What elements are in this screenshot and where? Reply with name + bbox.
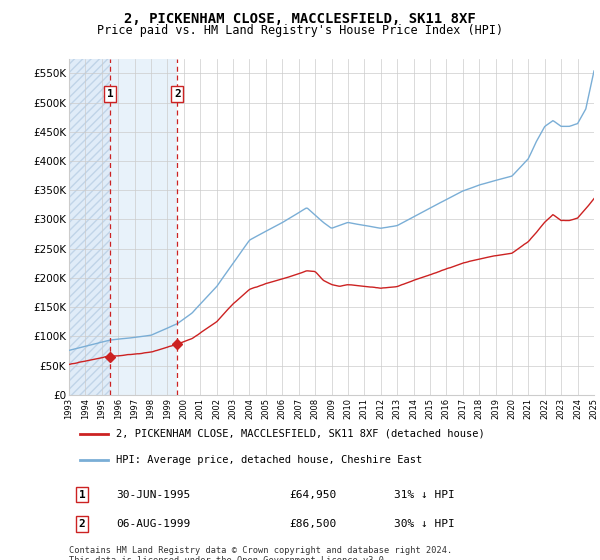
Text: 30-JUN-1995: 30-JUN-1995 xyxy=(116,489,191,500)
Text: Price paid vs. HM Land Registry's House Price Index (HPI): Price paid vs. HM Land Registry's House … xyxy=(97,24,503,36)
Text: 06-AUG-1999: 06-AUG-1999 xyxy=(116,519,191,529)
Text: £64,950: £64,950 xyxy=(290,489,337,500)
Text: 2, PICKENHAM CLOSE, MACCLESFIELD, SK11 8XF (detached house): 2, PICKENHAM CLOSE, MACCLESFIELD, SK11 8… xyxy=(116,428,485,438)
Text: £86,500: £86,500 xyxy=(290,519,337,529)
Text: HPI: Average price, detached house, Cheshire East: HPI: Average price, detached house, Ches… xyxy=(116,455,422,465)
Text: 1: 1 xyxy=(107,89,113,99)
Text: 2: 2 xyxy=(174,89,181,99)
Text: 30% ↓ HPI: 30% ↓ HPI xyxy=(395,519,455,529)
Bar xyxy=(110,59,177,395)
Text: 1: 1 xyxy=(79,489,86,500)
Text: Contains HM Land Registry data © Crown copyright and database right 2024.
This d: Contains HM Land Registry data © Crown c… xyxy=(69,546,452,560)
Text: 2, PICKENHAM CLOSE, MACCLESFIELD, SK11 8XF: 2, PICKENHAM CLOSE, MACCLESFIELD, SK11 8… xyxy=(124,12,476,26)
Text: 31% ↓ HPI: 31% ↓ HPI xyxy=(395,489,455,500)
Text: 2: 2 xyxy=(79,519,86,529)
Bar xyxy=(69,59,110,395)
